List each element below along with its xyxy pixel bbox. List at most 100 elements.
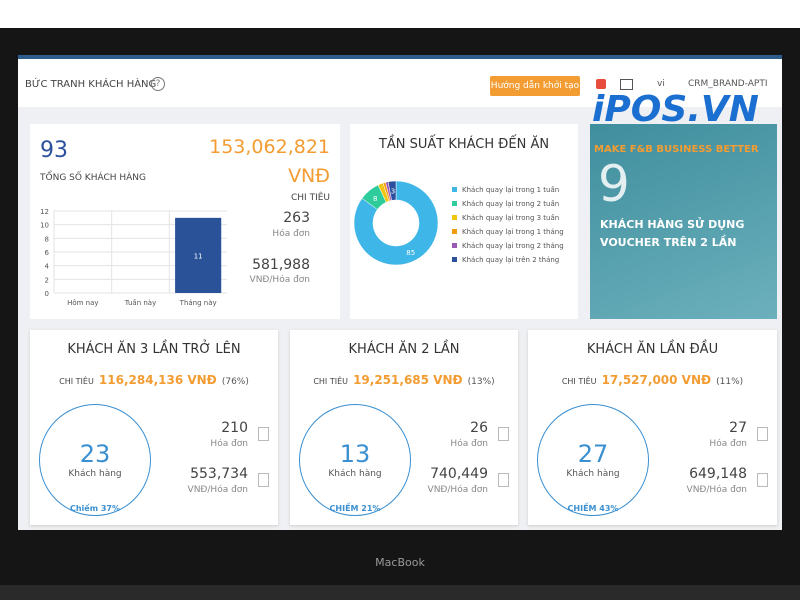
doc-icon [258, 427, 269, 441]
spend-label: CHI TIÊU [291, 193, 330, 203]
language[interactable]: vi [657, 79, 665, 89]
bar-label: 11 [194, 252, 203, 260]
invoices-label: Hóa đơn [709, 439, 747, 449]
customer-count: 93 [40, 138, 68, 163]
invoices: 263 [283, 210, 310, 226]
spend-pct: (76%) [221, 377, 249, 387]
laptop-base [0, 585, 800, 600]
logo: iPOS.VN [592, 89, 759, 130]
spend-label: CHI TIÊU [59, 377, 94, 386]
donut-panel [350, 124, 578, 319]
bar-chart: 0 2 4 6 8 10 12 Hôm nay Tuần này Tháng này 11 [40, 208, 227, 307]
legend-swatch [452, 215, 457, 220]
invoices-label: Hóa đơn [272, 229, 310, 239]
slice-label: 8 [373, 195, 377, 203]
legend-label: Khách quay lại trên 2 tháng [462, 256, 559, 264]
legend-label: Khách quay lại trong 2 tuần [462, 200, 559, 208]
customer-count: 23 [79, 440, 111, 468]
y-tick-label: 6 [45, 249, 50, 257]
spend-label: CHI TIÊU [313, 377, 348, 386]
y-tick-label: 0 [45, 290, 49, 298]
page-title: BỨC TRANH KHÁCH HÀNG [25, 79, 157, 90]
customer-count: 27 [577, 440, 609, 468]
doc-icon [498, 473, 509, 487]
card-title: KHÁCH ĂN 2 LẦN [348, 342, 460, 357]
notify-icon[interactable] [596, 79, 606, 89]
header [18, 59, 782, 107]
x-tick-label: Tháng này [179, 299, 217, 307]
invoices-label: Hóa đơn [210, 439, 248, 449]
invoices: 27 [729, 420, 747, 436]
help-icon[interactable]: ? [151, 77, 165, 91]
screen: BỨC TRANH KHÁCH HÀNG ? Hướng dẫn khởi tạ… [18, 55, 782, 530]
slice-label: 3 [391, 188, 395, 196]
customer-label: Khách hàng [566, 469, 620, 479]
top-line [18, 55, 782, 59]
legend-label: Khách quay lại trong 1 tháng [462, 228, 564, 236]
donut-chart: 85 Khách quay lại trong 1 tuần 8 Khách quay… [354, 180, 564, 266]
y-tick-label: 10 [40, 222, 49, 230]
donut-slice [354, 180, 439, 266]
avg: 581,988 [252, 257, 310, 273]
slice-label: 85 [406, 249, 415, 257]
donut-title: TẦN SUẤT KHÁCH ĐẾN ĂN [378, 137, 550, 152]
doc-icon [757, 473, 768, 487]
promo-number: 9 [598, 155, 630, 213]
avg: 740,449 [430, 466, 488, 482]
gauge-circle [537, 404, 649, 516]
legend-label: Khách quay lại trong 1 tuần [462, 186, 559, 194]
spend-pct: (13%) [467, 377, 495, 387]
customer-label: Khách hàng [328, 469, 382, 479]
legend-swatch [452, 201, 457, 206]
spend-line: CHI TIÊU 116,284,136 VNĐ (76%) [30, 369, 278, 388]
tagline: MAKE F&B BUSINESS BETTER [594, 144, 759, 155]
avg-label: VNĐ/Hóa đơn [427, 485, 488, 495]
brand[interactable]: CRM_BRAND-APTI [688, 79, 768, 89]
y-tick-label: 12 [40, 208, 49, 216]
doc-icon [757, 427, 768, 441]
invoices: 26 [470, 420, 488, 436]
promo-line: VOUCHER TRÊN 2 LẦN [600, 236, 737, 249]
legend-swatch [452, 257, 457, 262]
legend-label: Khách quay lại trong 3 tuần [462, 214, 559, 222]
promo-line: KHÁCH HÀNG SỬ DỤNG [600, 218, 745, 231]
laptop-label: MacBook [375, 556, 425, 569]
y-tick-label: 4 [45, 263, 50, 271]
doc-icon [498, 427, 509, 441]
invoices: 210 [221, 420, 248, 436]
promo-panel [590, 124, 777, 319]
card-title: KHÁCH ĂN LẦN ĐẦU [586, 342, 719, 357]
spend-line: CHI TIÊU 17,527,000 VNĐ (11%) [528, 369, 777, 388]
guide-button[interactable]: Hướng dẫn khởi tạo [490, 76, 580, 96]
donut-slice [387, 180, 397, 201]
customer-label: TỔNG SỐ KHÁCH HÀNG [40, 173, 147, 183]
legend-swatch [452, 243, 457, 248]
spend: 153,062,821 [209, 136, 330, 158]
gauge-circle [299, 404, 411, 516]
avg: 649,148 [689, 466, 747, 482]
avg-label: VNĐ/Hóa đơn [686, 485, 747, 495]
customer-count: 13 [339, 440, 371, 468]
share: CHIẾM 43% [567, 504, 619, 513]
gauge-circle [39, 404, 151, 516]
spend-line: CHI TIÊU 19,251,685 VNĐ (13%) [290, 369, 518, 388]
y-tick-label: 2 [45, 276, 49, 284]
legend-label: Khách quay lại trong 2 tháng [462, 242, 564, 250]
spend-value: 17,527,000 VNĐ [601, 373, 712, 387]
spend-value: 19,251,685 VNĐ [353, 373, 463, 387]
screen-icon[interactable] [620, 79, 633, 90]
avg-label: VNĐ/Hóa đơn [249, 275, 310, 285]
legend-swatch [452, 187, 457, 192]
x-tick-label: Hôm nay [67, 299, 98, 307]
legend-swatch [452, 229, 457, 234]
doc-icon [258, 473, 269, 487]
avg: 553,734 [190, 466, 248, 482]
avg-label: VNĐ/Hóa đơn [187, 485, 248, 495]
customer-label: Khách hàng [68, 469, 122, 479]
x-tick-label: Tuần này [124, 299, 156, 307]
invoices-label: Hóa đơn [450, 439, 488, 449]
bar [175, 217, 222, 293]
currency: VNĐ [288, 165, 330, 187]
spend-label: CHI TIÊU [561, 377, 597, 386]
spend-pct: (11%) [716, 377, 744, 387]
